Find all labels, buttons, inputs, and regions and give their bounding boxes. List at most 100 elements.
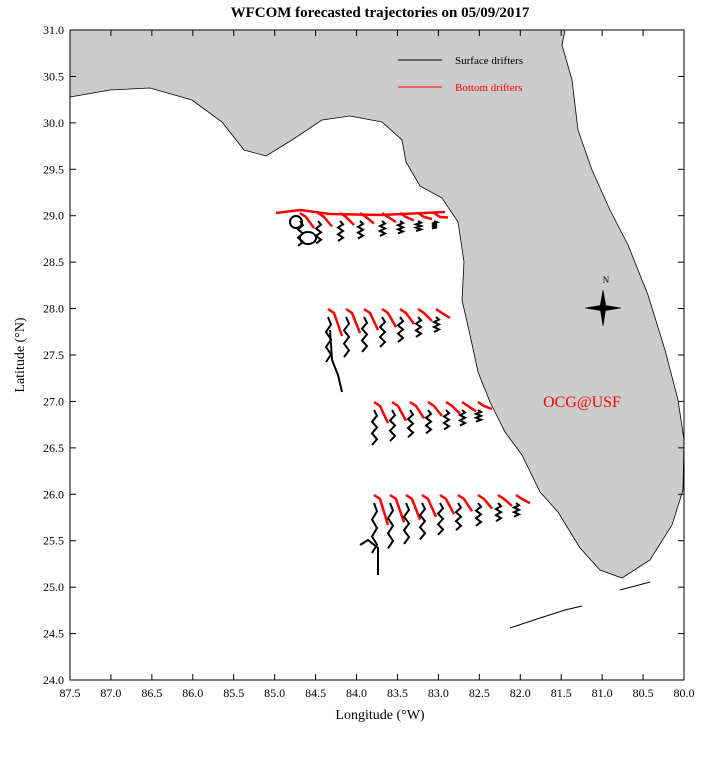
x-tick-label: 83.5	[387, 686, 408, 700]
surface-track	[359, 538, 379, 575]
surface-track	[329, 329, 343, 393]
bottom-track	[391, 400, 408, 422]
bottom-track	[389, 493, 406, 523]
surface-track	[388, 409, 397, 442]
y-tick-label: 25.5	[43, 534, 64, 548]
surface-track	[378, 316, 387, 348]
surface-track	[454, 502, 463, 532]
surface-track	[473, 409, 484, 423]
surface-track	[412, 220, 425, 232]
surface-track	[511, 502, 522, 518]
map-area: Surface drifters Bottom drifters N OCG@U…	[69, 29, 685, 629]
x-tick-label: 86.5	[141, 686, 162, 700]
bottom-track	[381, 307, 398, 328]
y-tick-label: 30.5	[43, 69, 64, 83]
surface-track	[370, 409, 379, 446]
y-tick-label: 28.5	[43, 255, 64, 269]
surface-track	[314, 220, 323, 245]
x-tick-label: 86.0	[182, 686, 203, 700]
x-tick-label: 80.5	[633, 686, 654, 700]
bottom-track	[405, 493, 422, 520]
compass-label: N	[603, 275, 610, 285]
keys	[509, 581, 651, 629]
x-tick-label: 82.0	[510, 686, 531, 700]
legend-label: Surface drifters	[455, 55, 523, 67]
x-tick-label: 85.5	[223, 686, 244, 700]
x-tick-label: 87.0	[100, 686, 121, 700]
bottom-track	[435, 307, 451, 320]
bottom-track	[433, 211, 449, 219]
bottom-track	[461, 400, 477, 413]
surface-track	[360, 316, 369, 353]
surface-track	[424, 409, 433, 435]
surface-track	[494, 502, 503, 523]
bottom-track	[445, 400, 461, 415]
y-tick-label: 27.5	[43, 348, 64, 362]
bottom-track	[373, 493, 390, 526]
x-tick-label: 83.0	[428, 686, 449, 700]
bottom-track	[275, 208, 446, 217]
credit: OCG@USF	[543, 394, 621, 411]
bottom-track	[427, 400, 443, 417]
y-tick-label: 24.5	[43, 627, 64, 641]
surface-track	[396, 316, 405, 343]
x-tick-label: 80.0	[674, 686, 695, 700]
y-tick-label: 27.0	[43, 394, 64, 408]
bottom-track	[457, 493, 474, 513]
y-tick-label: 31.0	[43, 23, 64, 37]
bottom-track	[421, 493, 438, 518]
legend-label: Bottom drifters	[455, 82, 523, 94]
bottom-track	[477, 493, 493, 510]
surface-track	[431, 220, 441, 230]
surface-track	[457, 409, 468, 427]
trajectories	[275, 208, 531, 575]
bottom-track	[399, 307, 416, 325]
bottom-track	[299, 211, 316, 229]
x-tick-label: 84.0	[346, 686, 367, 700]
surface-track	[386, 502, 395, 550]
bottom-track	[497, 493, 513, 507]
title: WFCOM forecasted trajectories on 05/09/2…	[231, 5, 530, 21]
surface-track	[474, 502, 483, 527]
y-tick-label: 30.0	[43, 116, 64, 130]
bottom-track	[317, 211, 333, 228]
axes: 87.5 87.0 86.5 86.0 85.5 85.0 84.5 84.0 83.5 83.0…	[43, 23, 695, 700]
surface-track	[406, 409, 415, 438]
surface-track	[370, 502, 379, 554]
surface-track	[342, 316, 351, 358]
surface-track	[442, 409, 451, 431]
bottom-track	[345, 307, 362, 334]
y-tick-label: 26.0	[43, 487, 64, 501]
bottom-track	[363, 307, 380, 331]
bottom-track	[439, 493, 456, 515]
surface-track	[299, 231, 318, 245]
surface-track	[395, 220, 406, 235]
surface-track	[377, 220, 388, 237]
y-tick-label: 29.0	[43, 209, 64, 223]
surface-track	[418, 502, 427, 541]
surface-track	[402, 502, 411, 545]
bottom-track	[327, 307, 344, 337]
y-tick-label: 25.0	[43, 580, 64, 594]
y-tick-label: 29.5	[43, 162, 64, 176]
x-tick-label: 81.0	[592, 686, 613, 700]
compass	[584, 289, 622, 327]
land	[69, 29, 685, 579]
x-tick-label: 81.5	[551, 686, 572, 700]
bottom-track	[373, 400, 390, 424]
surface-track	[289, 215, 304, 229]
x-tick-label: 87.5	[60, 686, 81, 700]
x-axis-label: Longitude (°W)	[335, 708, 425, 723]
bottom-track	[409, 400, 426, 420]
surface-track	[336, 220, 345, 242]
y-tick-label: 26.5	[43, 441, 64, 455]
x-tick-label: 84.5	[305, 686, 326, 700]
y-axis-label: Latitude (°N)	[13, 317, 28, 393]
bottom-track	[477, 400, 493, 411]
bottom-track	[417, 307, 433, 322]
bottom-track	[515, 493, 531, 505]
surface-track	[431, 316, 442, 333]
x-tick-label: 85.0	[264, 686, 285, 700]
x-tick-label: 82.5	[469, 686, 490, 700]
